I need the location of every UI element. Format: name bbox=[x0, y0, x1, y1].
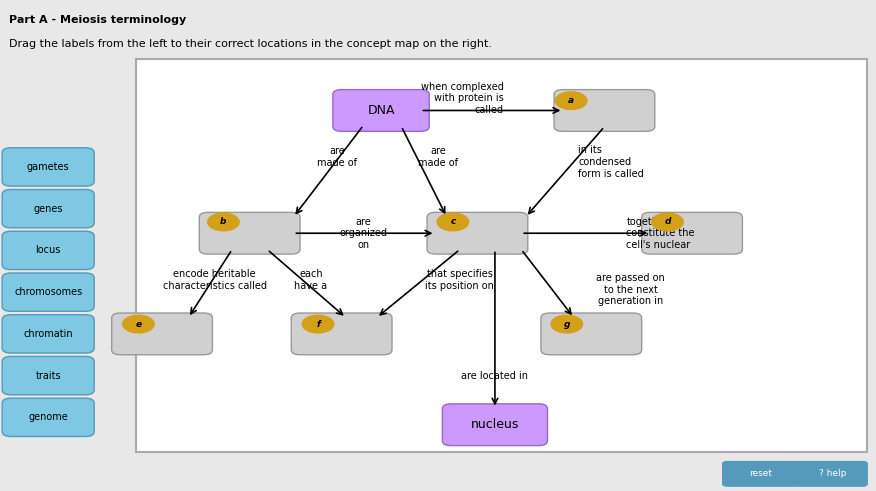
Text: traits: traits bbox=[35, 371, 61, 381]
Text: Drag the labels from the left to their correct locations in the concept map on t: Drag the labels from the left to their c… bbox=[9, 39, 491, 49]
Text: e: e bbox=[136, 320, 141, 328]
FancyBboxPatch shape bbox=[112, 313, 212, 355]
Text: are located in: are located in bbox=[462, 371, 528, 381]
Text: nucleus: nucleus bbox=[470, 418, 519, 431]
Text: each
have a: each have a bbox=[294, 269, 328, 291]
FancyBboxPatch shape bbox=[291, 313, 392, 355]
FancyBboxPatch shape bbox=[136, 59, 867, 452]
Text: a: a bbox=[569, 96, 574, 105]
FancyBboxPatch shape bbox=[541, 313, 641, 355]
Text: f: f bbox=[316, 320, 320, 328]
Text: are
made of: are made of bbox=[317, 146, 357, 168]
Text: locus: locus bbox=[36, 246, 60, 255]
Circle shape bbox=[652, 213, 683, 231]
Text: that specifies
its position on: that specifies its position on bbox=[426, 269, 494, 291]
Text: c: c bbox=[450, 218, 456, 226]
Text: DNA: DNA bbox=[367, 104, 395, 117]
Circle shape bbox=[208, 213, 239, 231]
FancyBboxPatch shape bbox=[2, 315, 95, 353]
Text: b: b bbox=[220, 218, 227, 226]
Circle shape bbox=[551, 315, 583, 333]
FancyBboxPatch shape bbox=[641, 213, 743, 254]
Text: are passed on
to the next
generation in: are passed on to the next generation in bbox=[597, 273, 665, 306]
FancyBboxPatch shape bbox=[2, 190, 95, 228]
FancyBboxPatch shape bbox=[2, 148, 95, 186]
Text: d: d bbox=[664, 218, 671, 226]
Circle shape bbox=[437, 213, 469, 231]
FancyBboxPatch shape bbox=[554, 90, 654, 131]
Text: are
organized
on: are organized on bbox=[340, 217, 387, 250]
Text: in its
condensed
form is called: in its condensed form is called bbox=[578, 145, 644, 179]
Text: encode heritable
characteristics called: encode heritable characteristics called bbox=[163, 269, 266, 291]
FancyBboxPatch shape bbox=[427, 213, 527, 254]
FancyBboxPatch shape bbox=[2, 398, 95, 436]
Circle shape bbox=[302, 315, 334, 333]
Text: together
constitute the
cell's nuclear: together constitute the cell's nuclear bbox=[626, 217, 695, 250]
Text: genes: genes bbox=[33, 204, 63, 214]
Text: g: g bbox=[563, 320, 570, 328]
FancyBboxPatch shape bbox=[333, 90, 429, 131]
Text: genome: genome bbox=[28, 412, 68, 422]
FancyBboxPatch shape bbox=[797, 462, 867, 486]
FancyBboxPatch shape bbox=[199, 213, 300, 254]
Text: reset: reset bbox=[749, 469, 772, 478]
Circle shape bbox=[123, 315, 154, 333]
Text: chromosomes: chromosomes bbox=[14, 287, 82, 297]
Text: Part A - Meiosis terminology: Part A - Meiosis terminology bbox=[9, 15, 186, 25]
Text: gametes: gametes bbox=[27, 162, 69, 172]
Text: are
made of: are made of bbox=[418, 146, 458, 168]
FancyBboxPatch shape bbox=[2, 231, 95, 270]
Text: when complexed
with protein is
called: when complexed with protein is called bbox=[420, 82, 504, 115]
Text: chromatin: chromatin bbox=[24, 329, 73, 339]
FancyBboxPatch shape bbox=[442, 404, 548, 446]
FancyBboxPatch shape bbox=[2, 273, 95, 311]
FancyBboxPatch shape bbox=[2, 356, 95, 395]
FancyBboxPatch shape bbox=[723, 462, 802, 486]
Text: ? help: ? help bbox=[819, 469, 846, 478]
Circle shape bbox=[555, 92, 587, 109]
